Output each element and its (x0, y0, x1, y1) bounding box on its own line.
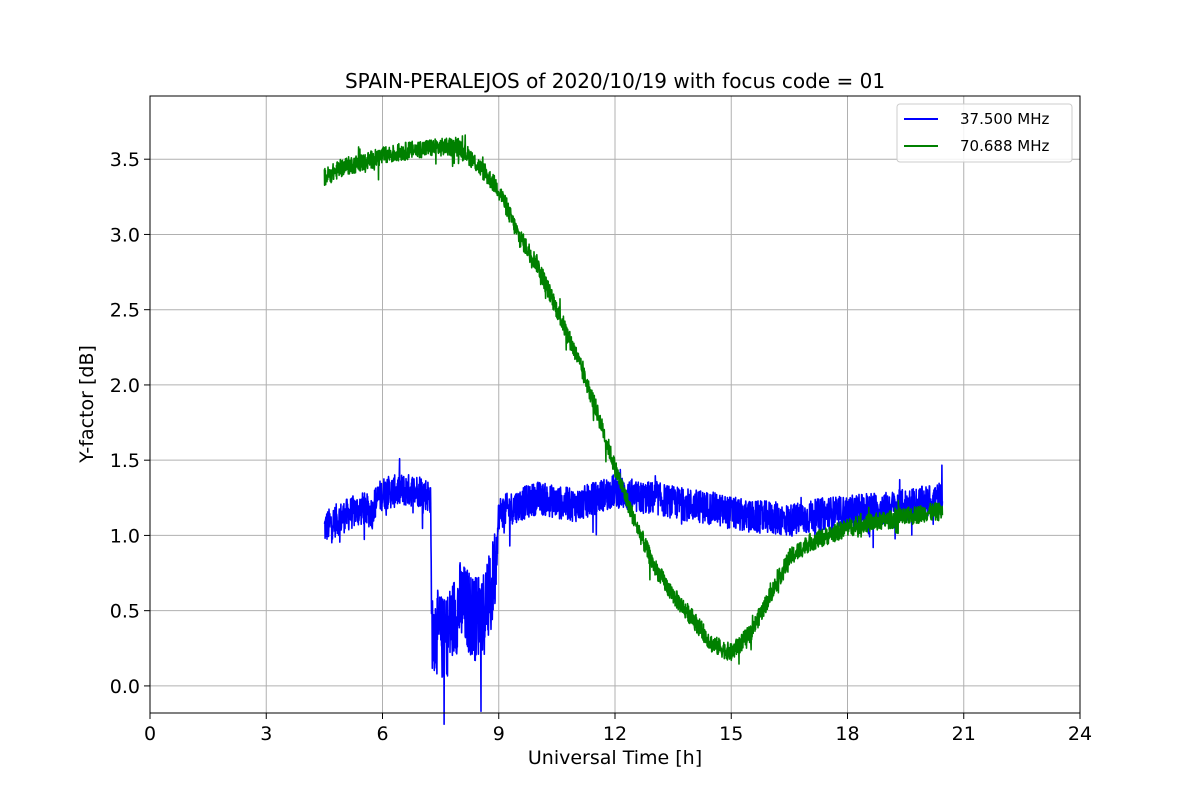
legend-label-70688: 70.688 MHz (960, 137, 1049, 155)
x-tick-label: 3 (260, 723, 272, 745)
y-axis-label: Y-factor [dB] (76, 345, 98, 464)
y-tick-label: 0.5 (110, 601, 140, 623)
x-tick-label: 6 (376, 723, 388, 745)
y-tick-label: 3.0 (110, 224, 140, 246)
x-tick-label: 15 (719, 723, 743, 745)
y-tick-label: 1.0 (110, 525, 140, 547)
legend-label-37500: 37.500 MHz (960, 110, 1049, 128)
x-tick-label: 12 (603, 723, 627, 745)
x-tick-label: 21 (952, 723, 976, 745)
y-tick-label: 1.5 (110, 450, 140, 472)
x-tick-label: 18 (835, 723, 859, 745)
x-tick-label: 9 (493, 723, 505, 745)
series-layer (323, 134, 944, 726)
x-axis-label: Universal Time [h] (528, 747, 702, 769)
series-line-0 (323, 457, 944, 726)
y-tick-label: 0.0 (110, 676, 140, 698)
y-tick-label: 2.0 (110, 375, 140, 397)
x-tick-label: 0 (144, 723, 156, 745)
chart-title: SPAIN-PERALEJOS of 2020/10/19 with focus… (345, 69, 885, 93)
series-line-1 (323, 134, 944, 665)
ticks: 0 3 6 9 12 15 18 21 24 0.0 0.5 1.0 1.5 2.0 2.5 3.0 3.5 (110, 149, 1092, 745)
legend-box (896, 103, 1073, 163)
y-tick-label: 2.5 (110, 300, 140, 322)
x-tick-label: 24 (1068, 723, 1092, 745)
legend: 37.500 MHz 70.688 MHz (896, 103, 1073, 163)
y-tick-label: 3.5 (110, 149, 140, 171)
